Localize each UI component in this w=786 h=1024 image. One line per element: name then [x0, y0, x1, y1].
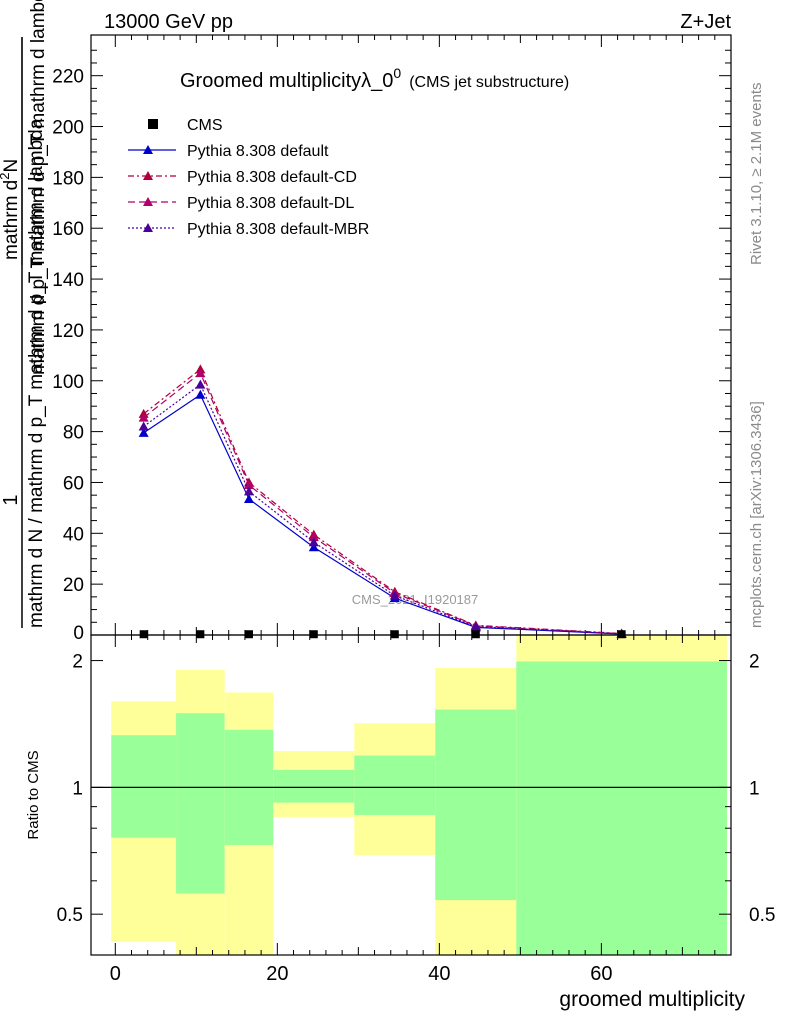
legend: CMS Pythia 8.308 default Pythia 8.308 de…: [128, 117, 369, 238]
cms-data-point: [244, 630, 253, 639]
ratio-bands: [91, 635, 731, 955]
series-marker-3: [138, 412, 149, 422]
ratio-tick-label-right: 2: [749, 652, 760, 673]
y-axis-label: 1 mathrm d N / mathrm d p_T mathrm d p_T…: [0, 0, 49, 628]
x-tick-label: 60: [590, 963, 612, 985]
y-tick-label: 140: [52, 270, 84, 291]
legend-cms-label: CMS: [187, 117, 223, 134]
ratio-axis-ticks: 0.5 0.51 12 20 20 40 60: [57, 635, 775, 985]
ratio-band-green-5: [435, 709, 517, 901]
rivet-version-text: Rivet 3.1.10, ≥ 2.1M events: [748, 83, 765, 266]
series-marker-3: [195, 368, 206, 378]
main-axis-ticks: 20 40 60 80 100 120 140 160 180 200 220 0: [52, 35, 731, 644]
y-tick-label: 20: [63, 575, 84, 596]
ratio-band-green-6: [516, 661, 727, 955]
series-marker-1: [138, 427, 149, 437]
y-label-denominator: mathrm d N / mathrm d p_T mathrm d p_T m…: [26, 118, 47, 628]
y-tick-label: 120: [52, 321, 84, 342]
series-marker-4: [470, 621, 481, 631]
y-tick-label: 160: [52, 219, 84, 240]
header-right: Z+Jet: [680, 11, 731, 33]
legend-s2-label: Pythia 8.308 default-CD: [187, 169, 357, 186]
cms-data-point: [390, 630, 399, 639]
legend-s3-label: Pythia 8.308 default-DL: [187, 195, 354, 212]
series-marker-1: [308, 542, 319, 552]
ratio-tick-label-right: 1: [749, 778, 760, 799]
cms-data-point: [139, 630, 148, 639]
x-axis-label: groomed multiplicity: [559, 988, 745, 1011]
series-marker-4: [389, 590, 400, 600]
ratio-y-label: Ratio to CMS: [25, 750, 42, 839]
y-label-inner: mathrm d2N: [0, 159, 22, 260]
ratio-band-green-1: [176, 713, 225, 894]
cms-data-point: [471, 630, 480, 639]
legend-s4-marker: [143, 223, 153, 232]
y-tick-label: 180: [52, 168, 84, 189]
chart-title-main: Groomed multiplicityλ_0: [180, 70, 393, 92]
y-tick-label: 100: [52, 372, 84, 393]
y-tick-label: 200: [52, 118, 84, 139]
analysis-watermark: CMS_2021_I1920187: [352, 592, 479, 607]
series-marker-1: [243, 493, 254, 503]
ratio-tick-label-right: 0.5: [749, 905, 775, 926]
chart-title: Groomed multiplicityλ_00 (CMS jet substru…: [180, 65, 569, 92]
cms-data-point: [617, 630, 626, 639]
chart-title-note: (CMS jet substructure): [409, 74, 569, 91]
y-label-inner-d: mathrm d: [1, 180, 22, 260]
header-left: 13000 GeV pp: [104, 11, 233, 33]
mcplots-reference-text: mcplots.cern.ch [arXiv:1306.3436]: [748, 401, 765, 628]
series-marker-3: [243, 480, 254, 489]
series-marker-3: [308, 532, 319, 542]
ratio-band-green-0: [111, 735, 177, 838]
x-tick-label: 40: [428, 963, 450, 985]
y-tick-label: 220: [52, 67, 84, 88]
y-label-inner-sup: 2: [0, 173, 12, 180]
chart-title-sup: 0: [393, 65, 401, 81]
x-tick-label: 0: [110, 963, 121, 985]
cms-data-point: [196, 630, 205, 639]
series-marker-4: [308, 537, 319, 547]
ratio-tick-label-left: 0.5: [57, 905, 83, 926]
y-tick-label: 40: [63, 524, 84, 545]
x-tick-label: 20: [266, 963, 288, 985]
y-label-inner-n: N: [1, 159, 22, 173]
y-label-numerator: 1: [0, 494, 22, 505]
legend-s3-marker: [143, 197, 153, 206]
series-marker-4: [243, 486, 254, 496]
ratio-band-green-4: [354, 755, 436, 815]
legend-s1-marker: [143, 145, 153, 154]
series-marker-4: [138, 421, 149, 431]
y-label-inner-denominator: mathrm d p_T mathrm d p_T mathrm d lambd…: [28, 0, 49, 375]
ratio-plot-frame: [90, 634, 732, 956]
legend-s1-label: Pythia 8.308 default: [187, 143, 329, 160]
legend-cms-marker: [148, 119, 158, 129]
legend-s4-label: Pythia 8.308 default-MBR: [187, 221, 369, 238]
cms-data-point: [309, 630, 318, 639]
series-marker-4: [195, 379, 206, 389]
y-tick-label: 60: [63, 473, 84, 494]
y-tick-label: 80: [63, 423, 84, 444]
ratio-band-green-3: [273, 769, 355, 803]
legend-s2-marker: [143, 171, 153, 180]
cms-data-layer: [139, 630, 626, 639]
ratio-tick-label-left: 1: [72, 778, 83, 799]
series-marker-1: [195, 389, 206, 399]
ratio-tick-label-left: 2: [72, 652, 83, 673]
y-tick-label-zero: 0: [73, 623, 84, 644]
